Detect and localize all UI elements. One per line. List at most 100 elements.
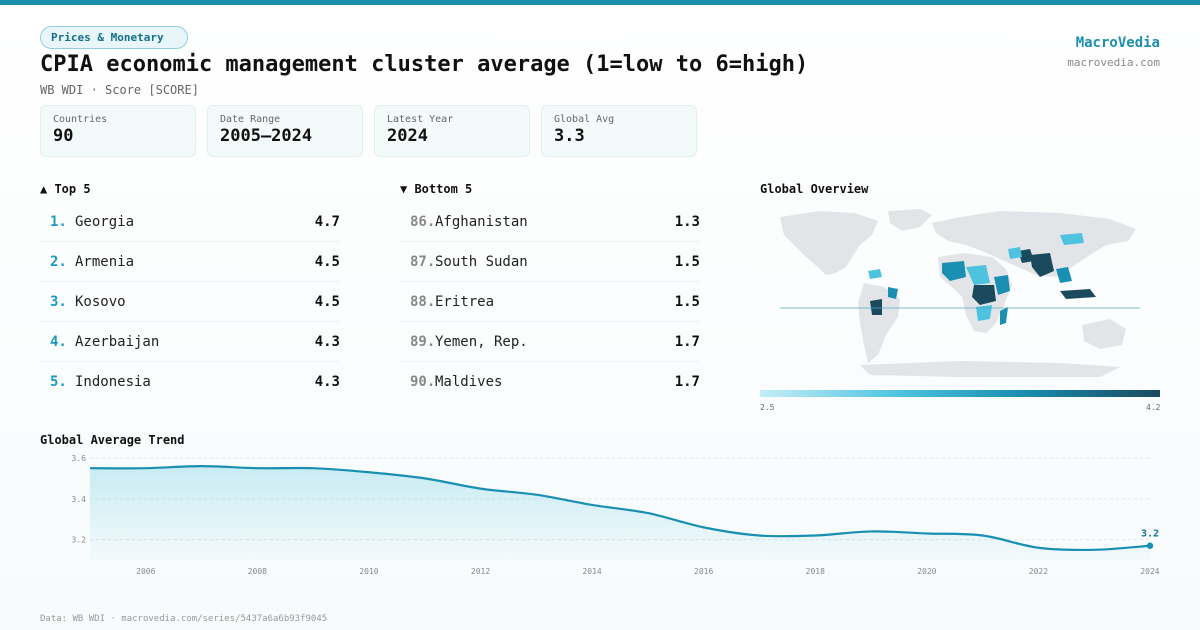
brand: MacroVedia macrovedia.com — [1067, 35, 1160, 69]
list-item[interactable]: 2. Armenia 4.5 — [40, 242, 340, 282]
stat-value: 90 — [53, 126, 74, 146]
caucasus-region — [1008, 247, 1022, 259]
bottom5-title: ▼ Bottom 5 — [400, 182, 473, 196]
country-value: 4.5 — [314, 293, 340, 310]
country-value: 1.7 — [674, 374, 700, 390]
trend-chart-svg: 3.2 3.4 3.6 2006 2008 2010 2012 2014 2016 2018 202… — [72, 454, 1160, 576]
list-item[interactable]: 89. Yemen, Rep. 1.7 — [400, 322, 700, 362]
last-value-label: 3.2 — [1141, 529, 1159, 540]
list-item[interactable]: 3. Kosovo 4.5 — [40, 282, 340, 322]
x-tick-label: 2012 — [471, 567, 490, 576]
x-tick-label: 2008 — [248, 567, 267, 576]
x-tick-label: 2010 — [359, 567, 378, 576]
rank-number: 86. — [410, 213, 436, 230]
west-africa-region — [942, 261, 966, 281]
top-accent-bar — [0, 0, 1200, 5]
list-item[interactable]: 1. Georgia 4.7 — [40, 202, 340, 242]
mongolia-region — [1060, 233, 1084, 245]
stat-value: 3.3 — [554, 126, 585, 146]
rank-number: 3. — [50, 293, 67, 310]
y-tick-label: 3.4 — [72, 495, 87, 504]
footer-source: Data: WB WDI · macrovedia.com/series/543… — [40, 614, 328, 624]
andes-region — [870, 299, 882, 315]
antarctica-shape — [860, 361, 1120, 377]
east-africa-region — [994, 275, 1010, 295]
stat-value: 2005–2024 — [220, 126, 313, 146]
trend-line — [89, 465, 1151, 552]
country-value: 1.5 — [674, 253, 700, 270]
stat-label: Countries — [53, 114, 108, 125]
y-tick-label: 3.6 — [72, 454, 87, 463]
x-tick-label: 2022 — [1029, 567, 1048, 576]
rank-number: 90. — [410, 374, 436, 390]
map-title: Global Overview — [760, 182, 869, 196]
world-map[interactable] — [760, 205, 1160, 380]
stat-value: 2024 — [387, 126, 428, 146]
eurasia-shape — [932, 211, 1136, 277]
country-value: 1.5 — [674, 293, 700, 310]
country-name: Indonesia — [75, 374, 151, 390]
country-value: 4.3 — [314, 374, 340, 390]
bolivia-region — [888, 287, 898, 299]
trend-title: Global Average Trend — [40, 433, 185, 447]
sahel-region — [966, 265, 990, 285]
madagascar-region — [1000, 307, 1008, 325]
world-map-svg — [780, 209, 1140, 377]
top5-list: 1. Georgia 4.7 2. Armenia 4.5 3. Kosovo 4.5… — [40, 202, 340, 402]
rank-number: 1. — [50, 213, 67, 230]
x-tick-label: 2006 — [136, 567, 155, 576]
stat-label: Latest Year — [387, 114, 454, 125]
x-tick-label: 2014 — [582, 567, 601, 576]
list-item[interactable]: 87. South Sudan 1.5 — [400, 242, 700, 282]
south-asia-region — [1030, 253, 1054, 277]
legend-min-label: 2.5 — [760, 403, 775, 412]
rank-number: 2. — [50, 253, 67, 270]
page-subtitle: WB WDI · Score [SCORE] — [40, 83, 199, 97]
country-value: 1.7 — [674, 333, 700, 350]
north-america-shape — [780, 211, 878, 275]
list-item[interactable]: 86. Afghanistan 1.3 — [400, 202, 700, 242]
x-tick-label: 2024 — [1140, 567, 1159, 576]
top5-title: ▲ Top 5 — [40, 182, 91, 196]
country-name: Eritrea — [435, 293, 495, 310]
country-name: Maldives — [435, 374, 503, 390]
southern-africa-region — [976, 305, 992, 321]
country-value: 4.3 — [314, 333, 340, 350]
trend-chart[interactable]: 3.2 3.4 3.6 2006 2008 2010 2012 2014 2016 2018 202… — [40, 450, 1160, 590]
brand-name[interactable]: MacroVedia — [1075, 35, 1160, 51]
country-name: Azerbaijan — [75, 333, 160, 350]
australia-shape — [1082, 319, 1126, 349]
x-tick-label: 2018 — [806, 567, 825, 576]
brand-url[interactable]: macrovedia.com — [1067, 56, 1160, 69]
rank-number: 4. — [50, 333, 67, 350]
stat-card-global-avg: Global Avg 3.3 — [541, 105, 697, 157]
rank-number: 89. — [410, 333, 436, 350]
list-item[interactable]: 4. Azerbaijan 4.3 — [40, 322, 340, 362]
list-item[interactable]: 90. Maldives 1.7 — [400, 362, 700, 402]
stat-card-date-range: Date Range 2005–2024 — [207, 105, 363, 157]
stat-label: Global Avg — [554, 114, 615, 125]
country-name: Kosovo — [75, 293, 126, 310]
greenland-shape — [888, 209, 932, 231]
legend-max-label: 4.2 — [1146, 403, 1161, 412]
stat-label: Date Range — [220, 114, 281, 125]
central-asia-region — [1018, 249, 1034, 263]
color-legend-bar — [760, 390, 1160, 397]
rank-number: 5. — [50, 374, 67, 390]
country-name: Georgia — [75, 213, 135, 230]
country-name: Yemen, Rep. — [435, 333, 528, 350]
country-value: 4.5 — [314, 253, 340, 270]
country-value: 4.7 — [314, 213, 340, 230]
rank-number: 88. — [410, 293, 436, 310]
list-item[interactable]: 5. Indonesia 4.3 — [40, 362, 340, 402]
rank-number: 87. — [410, 253, 436, 270]
central-africa-region — [972, 285, 996, 305]
category-badge[interactable]: Prices & Monetary — [40, 26, 188, 49]
southeast-asia-region — [1056, 267, 1072, 283]
trend-area — [90, 466, 1150, 560]
south-america-shape — [858, 283, 900, 363]
country-name: Afghanistan — [435, 213, 528, 230]
list-item[interactable]: 88. Eritrea 1.5 — [400, 282, 700, 322]
x-tick-label: 2016 — [694, 567, 713, 576]
indonesia-region — [1060, 289, 1096, 299]
